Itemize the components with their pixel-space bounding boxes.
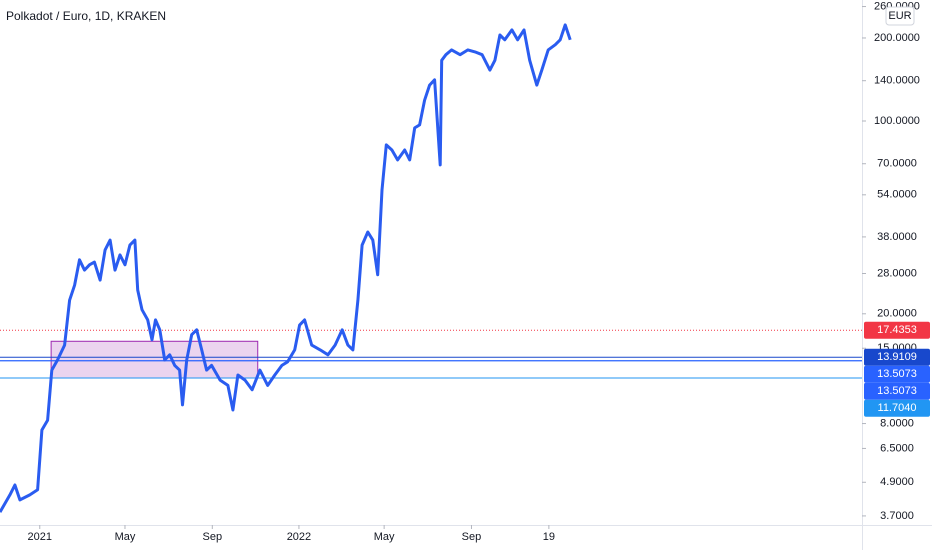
y-tick-label: 3.7000 <box>880 510 914 522</box>
y-tick-label: 20.0000 <box>877 308 917 320</box>
price-label-box <box>864 399 930 417</box>
x-tick-label: 2021 <box>28 531 52 543</box>
y-tick-label: 8.0000 <box>880 417 914 429</box>
x-tick-label: May <box>115 531 136 543</box>
x-tick-label: 19 <box>543 531 555 543</box>
x-tick-label: Sep <box>203 531 223 543</box>
currency-box <box>885 6 915 26</box>
price-label-box <box>864 365 930 383</box>
y-tick-label: 100.0000 <box>874 115 920 127</box>
y-tick-label: 6.5000 <box>880 442 914 454</box>
currency-label: EUR <box>888 10 911 22</box>
y-tick-label: 70.0000 <box>877 158 917 170</box>
y-tick-label: 140.0000 <box>874 75 920 87</box>
x-tick-label: Sep <box>462 531 482 543</box>
x-tick-label: 2022 <box>287 531 311 543</box>
y-tick-label: 54.0000 <box>877 189 917 201</box>
x-tick-label: May <box>374 531 395 543</box>
chart-title: Polkadot / Euro, 1D, KRAKEN <box>6 9 166 23</box>
y-tick-label: 38.0000 <box>877 231 917 243</box>
price-label-box <box>864 321 930 339</box>
price-label-box <box>864 382 930 400</box>
y-tick-label: 4.9000 <box>880 476 914 488</box>
range-box <box>50 340 259 379</box>
price-line-series <box>0 23 572 513</box>
price-label-box <box>864 348 930 366</box>
price-label: 11.7040 <box>878 402 917 414</box>
y-tick-label: 28.0000 <box>877 267 917 279</box>
price-label: 13.5073 <box>877 368 917 380</box>
y-tick-label: 200.0000 <box>874 32 920 44</box>
price-label: 13.9109 <box>877 351 917 363</box>
price-label: 17.4353 <box>877 324 917 336</box>
price-label: 13.5073 <box>877 385 917 397</box>
